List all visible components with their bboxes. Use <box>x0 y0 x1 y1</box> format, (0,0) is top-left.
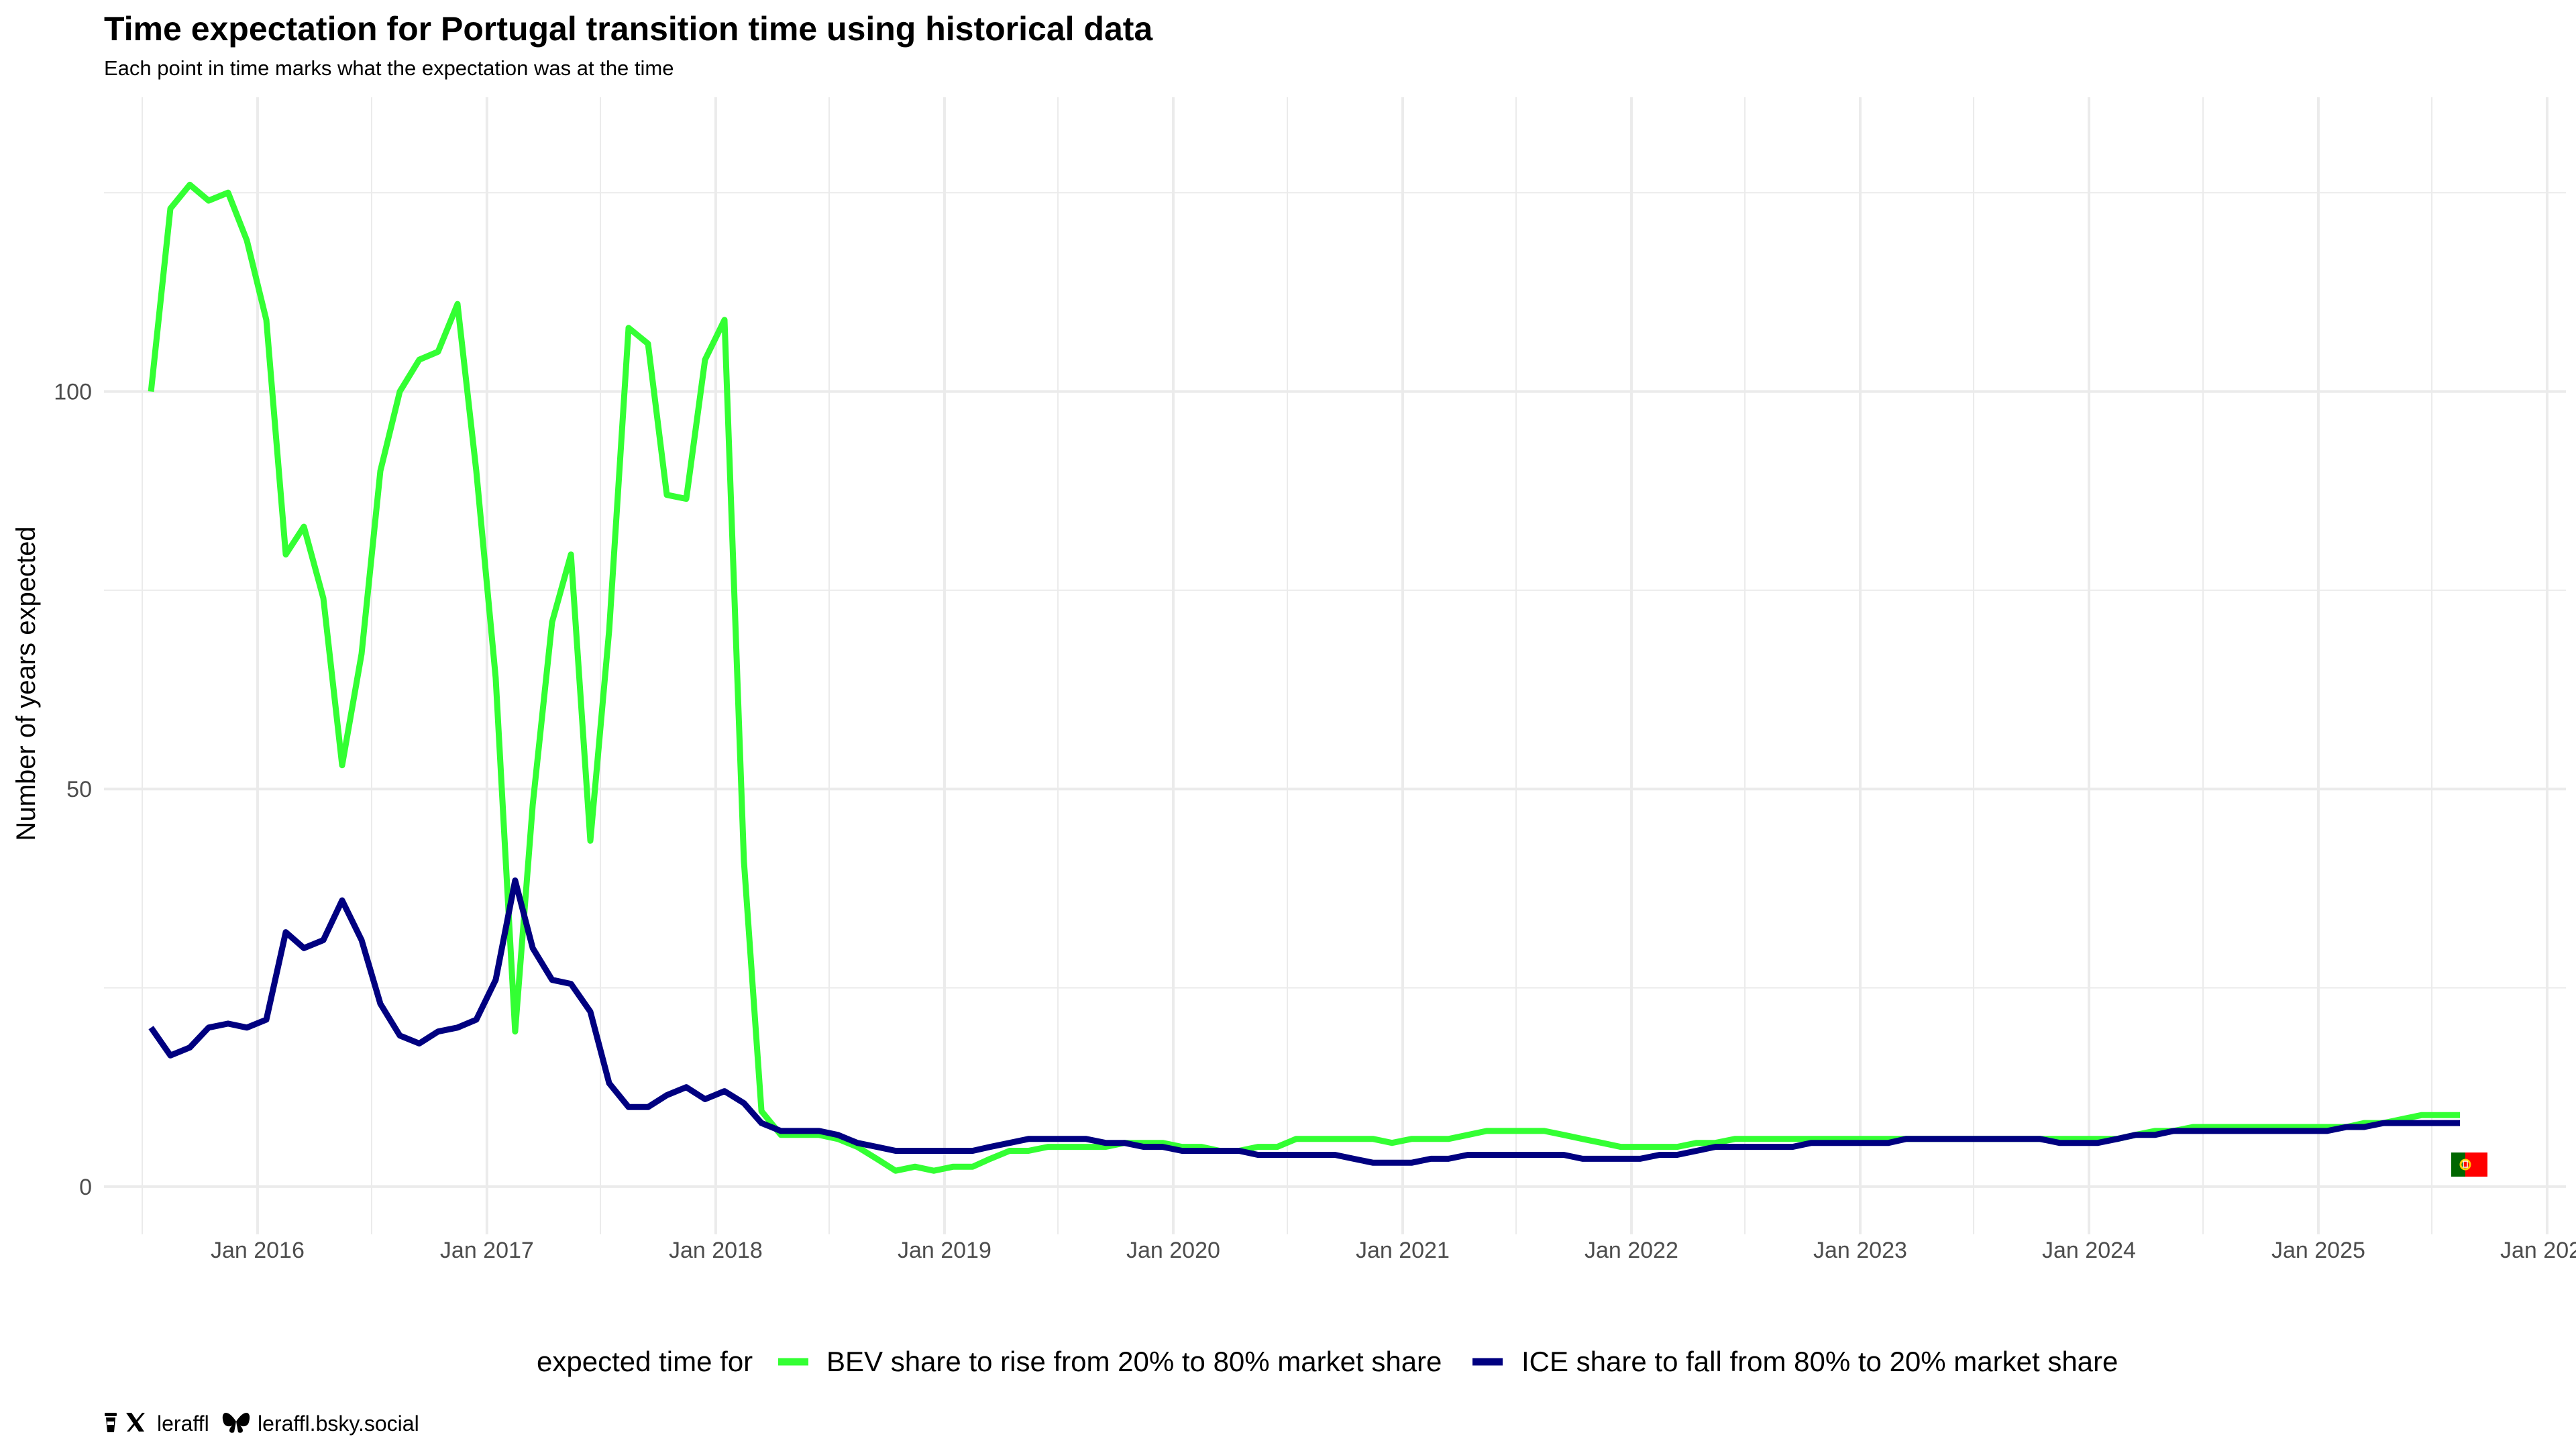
legend-title: expected time for <box>537 1346 753 1377</box>
x-tick-label: Jan 2021 <box>1356 1238 1450 1263</box>
legend-label-ice: ICE share to fall from 80% to 20% market… <box>1521 1346 2118 1377</box>
x-tick-label: Jan 2019 <box>898 1238 991 1263</box>
x-tick-label: Jan 2026 <box>2500 1238 2576 1263</box>
x-tick-label: Jan 2023 <box>1813 1238 1907 1263</box>
chart-subtitle: Each point in time marks what the expect… <box>104 56 674 80</box>
credit-twitter-handle: leraffl <box>157 1411 209 1436</box>
butterfly-icon <box>222 1412 250 1433</box>
x-tick-label: Jan 2017 <box>440 1238 534 1263</box>
x-tick-label: Jan 2024 <box>2042 1238 2136 1263</box>
chart-title: Time expectation for Portugal transition… <box>104 10 1153 48</box>
x-tick-label: Jan 2025 <box>2271 1238 2365 1263</box>
x-axis-ticks: Jan 2016 Jan 2017 Jan 2018 Jan 2019 Jan 2020… <box>211 1238 2576 1263</box>
credit-bluesky-handle: leraffl.bsky.social <box>258 1411 419 1436</box>
y-tick-label: 50 <box>66 777 92 802</box>
y-axis-title: Number of years expected <box>11 526 41 841</box>
portugal-flag-icon <box>2451 1152 2487 1177</box>
y-axis-ticks: 0 50 100 <box>54 380 92 1200</box>
x-tick-label: Jan 2020 <box>1126 1238 1220 1263</box>
y-tick-label: 100 <box>54 380 92 405</box>
x-logo-icon <box>126 1413 145 1432</box>
x-tick-label: Jan 2016 <box>211 1238 305 1263</box>
legend: expected time for BEV share to rise from… <box>537 1346 2118 1377</box>
credits: leraffl leraffl.bsky.social <box>105 1411 419 1436</box>
series-lines <box>148 181 2461 1174</box>
coffee-cup-icon <box>105 1413 117 1432</box>
y-tick-label: 0 <box>79 1175 92 1200</box>
x-tick-label: Jan 2022 <box>1585 1238 1678 1263</box>
series-line-bev <box>148 181 2461 1174</box>
legend-label-bev: BEV share to rise from 20% to 80% market… <box>826 1346 1442 1377</box>
grid-minor <box>104 97 2566 1234</box>
series-line-ice <box>148 877 2461 1166</box>
grid-major <box>104 97 2566 1234</box>
x-tick-label: Jan 2018 <box>669 1238 763 1263</box>
